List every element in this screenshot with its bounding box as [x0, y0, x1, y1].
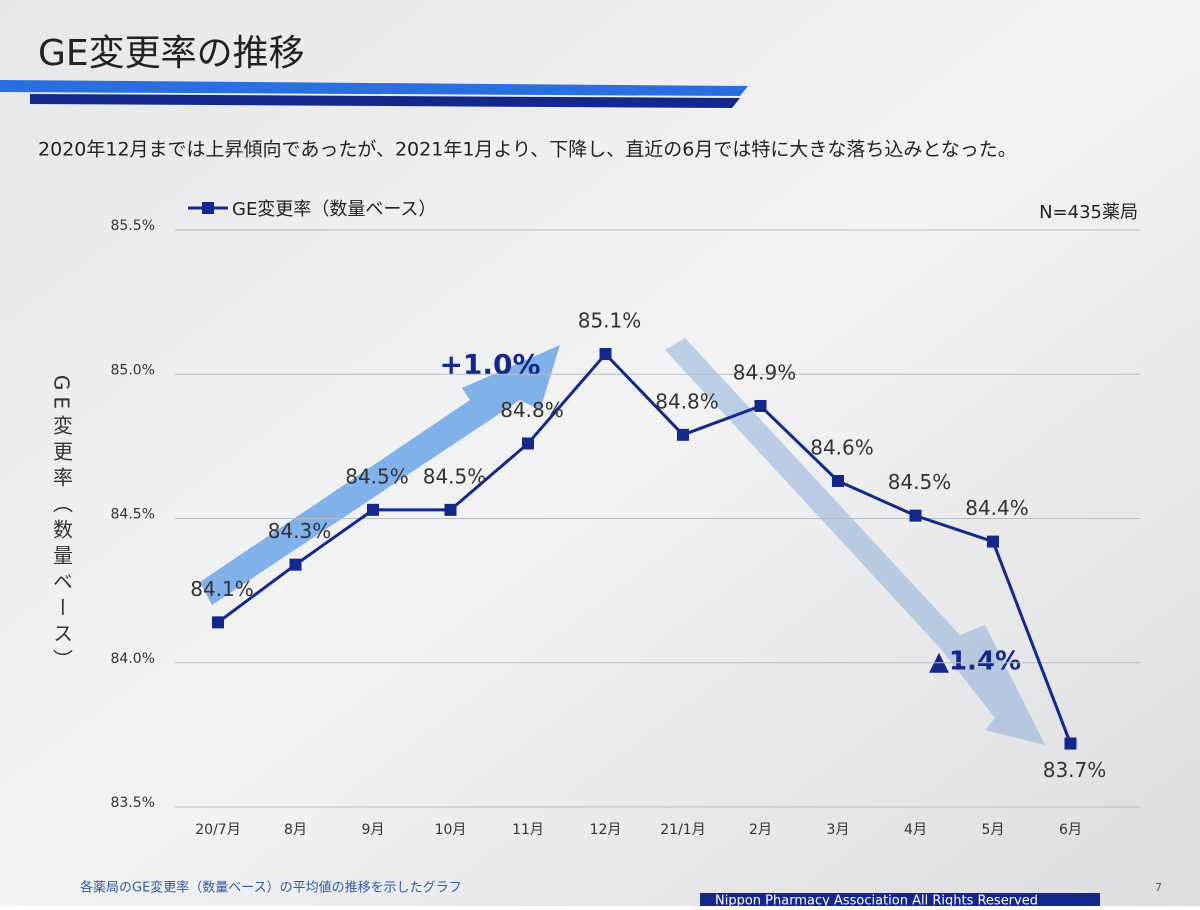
y-tick-label: 84.0%: [111, 651, 155, 667]
data-label: 84.6%: [810, 435, 874, 459]
marker: [909, 509, 922, 522]
marker: [289, 558, 302, 571]
x-tick-label: 9月: [362, 822, 385, 838]
x-tick-label: 4月: [904, 822, 927, 838]
down-arrow: [665, 338, 1045, 745]
slide-title: GE変更率の推移: [38, 33, 305, 74]
x-tick-label: 5月: [982, 822, 1005, 838]
legend-marker: [202, 202, 214, 214]
x-tick-label: 10月: [435, 822, 467, 838]
y-tick-label: 85.0%: [111, 362, 155, 378]
data-label: 83.7%: [1043, 758, 1107, 782]
y-axis-label: GE変更率（数量ベース）: [50, 375, 74, 675]
data-label: 84.1%: [190, 577, 254, 601]
x-tick-label: 11月: [512, 822, 544, 838]
annotation: ▲1.4%: [929, 647, 1021, 677]
data-label: 84.5%: [345, 464, 409, 488]
x-tick-label: 12月: [590, 822, 622, 838]
x-tick-label: 2月: [749, 822, 772, 838]
x-tick-label: 6月: [1059, 822, 1082, 838]
data-label: 85.1%: [578, 309, 642, 333]
marker: [677, 428, 689, 441]
marker: [754, 399, 767, 412]
data-label: 84.5%: [888, 470, 952, 494]
x-tick-label: 21/1月: [660, 822, 705, 838]
marker: [987, 535, 999, 548]
title-bar: [30, 94, 740, 108]
footer: Nippon Pharmacy Association All Rights R…: [715, 894, 1038, 907]
data-label: 84.5%: [423, 464, 487, 488]
marker: [599, 348, 612, 361]
x-tick-label: 3月: [827, 822, 850, 838]
marker: [444, 503, 457, 516]
footnote: 各薬局のGE変更率（数量ベース）の平均値の推移を示したグラフ: [80, 880, 462, 896]
marker: [1064, 737, 1077, 750]
line: [217, 351, 1072, 745]
marker: [367, 503, 379, 516]
title-bar: [0, 80, 748, 96]
y-tick-label: 84.5%: [111, 507, 155, 523]
footer-bar: [700, 893, 1100, 906]
page-number: 7: [1155, 881, 1162, 894]
annotation: +1.0%: [439, 348, 540, 381]
data-label: 84.3%: [268, 519, 332, 543]
y-tick-label: 85.5%: [111, 218, 155, 234]
marker: [212, 616, 224, 629]
sample-note: N=435薬局: [1039, 202, 1138, 223]
data-label: 84.4%: [965, 496, 1029, 520]
marker: [832, 474, 844, 487]
up-arrow: [200, 345, 560, 605]
data-label: 84.8%: [500, 398, 564, 422]
subtitle: 2020年12月までは上昇傾向であったが、2021年1月より、下降し、直近の6月…: [38, 139, 1017, 161]
legend-label: GE変更率（数量ベース）: [232, 199, 436, 220]
x-tick-label: 8月: [284, 822, 307, 838]
data-label: 84.8%: [655, 389, 719, 413]
y-tick-label: 83.5%: [111, 795, 155, 811]
data-label: 84.9%: [733, 360, 797, 384]
marker: [522, 437, 534, 450]
x-tick-label: 20/7月: [195, 822, 240, 838]
